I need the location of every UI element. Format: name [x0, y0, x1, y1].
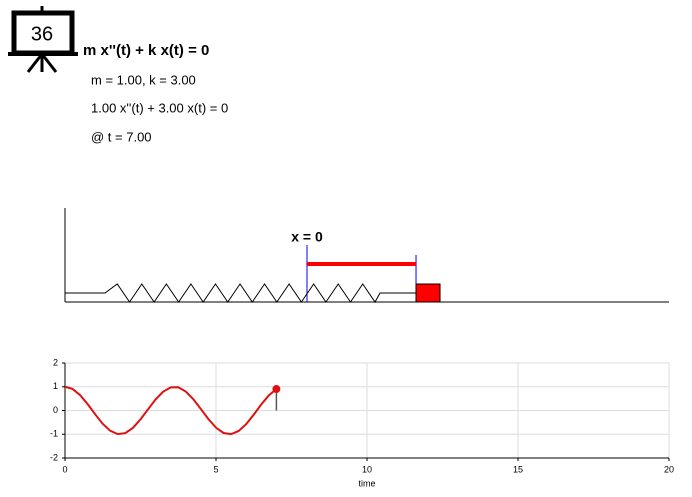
y-tick-label: -1	[50, 429, 58, 439]
x-tick-label: 5	[213, 464, 218, 474]
y-tick-label: 0	[53, 405, 58, 415]
instance: 1.00 x''(t) + 3.00 x(t) = 0	[91, 100, 228, 115]
equation: m x''(t) + k x(t) = 0	[83, 42, 209, 59]
x-axis-label: time	[358, 478, 375, 488]
x-tick-label: 15	[513, 464, 523, 474]
mass	[415, 283, 441, 303]
origin-label: x = 0	[291, 229, 323, 245]
icon-label: 36	[31, 23, 53, 45]
y-tick-label: 1	[53, 381, 58, 391]
x-tick-label: 0	[62, 464, 67, 474]
icon: 36	[8, 6, 78, 73]
marker-dot	[272, 385, 281, 394]
diagram: x = 0	[64, 208, 669, 303]
spring	[65, 283, 417, 303]
y-tick-label: -2	[50, 452, 58, 462]
params: m = 1.00, k = 3.00	[91, 72, 196, 87]
x-tick-label: 10	[362, 464, 372, 474]
series-line	[64, 385, 278, 436]
y-tick-label: 2	[53, 357, 58, 367]
x-tick-label: 20	[664, 464, 674, 474]
time: @ t = 7.00	[91, 129, 152, 144]
